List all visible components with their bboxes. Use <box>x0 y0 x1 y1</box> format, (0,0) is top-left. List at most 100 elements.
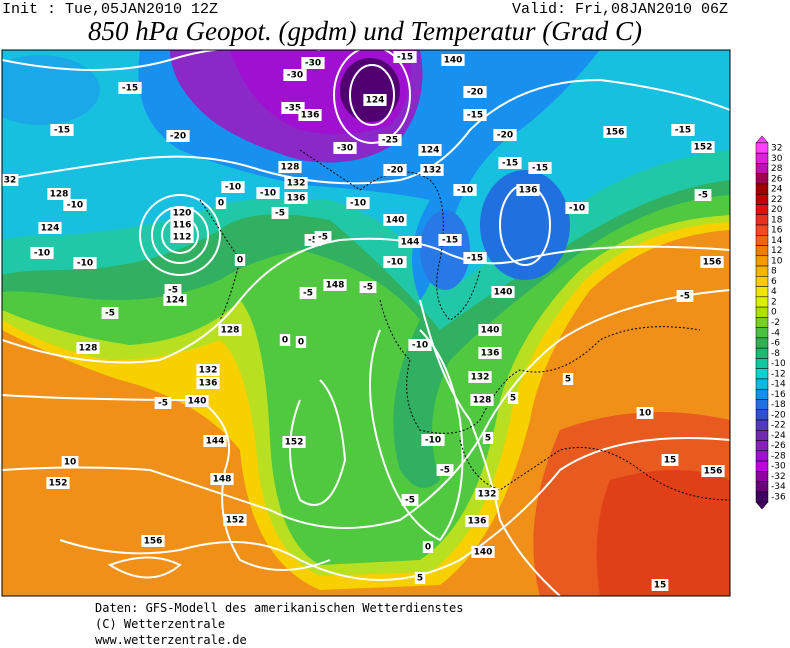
colorbar-arrow <box>755 135 769 144</box>
contour-label: -15 <box>54 126 70 136</box>
contour-label-box <box>38 222 62 234</box>
contour-label: 0 <box>282 336 288 346</box>
contour-label-box <box>210 473 234 485</box>
contour-label: -5 <box>168 286 178 296</box>
contour-label-box <box>170 207 194 219</box>
contour-label: 140 <box>494 288 513 298</box>
colorbar-swatch <box>755 193 769 205</box>
contour-label: -15 <box>397 53 413 63</box>
contour-label: 148 <box>326 281 345 291</box>
colorbar-label: -8 <box>771 349 780 359</box>
contour-label-box <box>420 164 444 176</box>
contour-label: 156 <box>704 467 723 477</box>
colorbar-swatch <box>755 255 769 267</box>
map-frame <box>1 49 731 597</box>
contour-label: 132 <box>478 490 497 500</box>
colorbar-label: 4 <box>771 287 777 297</box>
contour-label: -5 <box>308 236 318 246</box>
contour-label-box <box>436 464 454 476</box>
contour-label-box <box>398 236 422 248</box>
contour-label: -5 <box>698 191 708 201</box>
colorbar-label: -4 <box>771 328 780 338</box>
contour-label: -5 <box>303 289 313 299</box>
contour-label: -5 <box>363 283 373 293</box>
contour-label: -30 <box>287 71 303 81</box>
colorbar-label: 2 <box>771 297 777 307</box>
contour-label-box <box>441 54 465 66</box>
colorbar-label: -2 <box>771 318 780 328</box>
colorbar-label: 0 <box>771 308 777 318</box>
contour-label-box <box>284 192 308 204</box>
contour-label: -10 <box>387 258 403 268</box>
contour-label-box <box>185 395 209 407</box>
contour-label: 152 <box>49 479 68 489</box>
contour-label: -15 <box>502 159 518 169</box>
colorbar-label: 14 <box>771 236 783 246</box>
contour-label: 0 <box>218 199 224 209</box>
contour-label: 140 <box>474 548 493 558</box>
contour-label-box <box>408 339 432 351</box>
contour-label: -20 <box>170 132 186 142</box>
contour-label-box <box>378 134 402 146</box>
contour-label: -10 <box>67 201 83 211</box>
contour-label: 136 <box>287 194 306 204</box>
contour-label-box <box>50 124 74 136</box>
contour-label-box <box>284 177 308 189</box>
contour-label: 5 <box>417 574 423 584</box>
colorbar-swatch <box>755 358 769 369</box>
contour-label-box <box>118 82 142 94</box>
colorbar-swatch <box>755 204 769 215</box>
contour-label-box <box>278 161 302 173</box>
contour-label: 15 <box>664 456 677 466</box>
contour-label: 132 <box>471 373 490 383</box>
colorbar-swatch <box>755 235 769 246</box>
contour-label: -15 <box>675 126 691 136</box>
colorbar-swatch <box>755 163 769 174</box>
colorbar-label: -24 <box>771 431 786 441</box>
contour-label-box <box>101 307 119 319</box>
colorbar-swatch <box>755 317 769 328</box>
contour-label-box <box>493 129 517 141</box>
contour-label-box <box>383 256 407 268</box>
colorbar-label: -10 <box>771 359 786 369</box>
contour-label: -5 <box>318 233 328 243</box>
contour-label: 140 <box>444 56 463 66</box>
footer-line: Daten: GFS-Modell des amerikanischen Wet… <box>95 601 463 615</box>
contour-label-box <box>223 514 247 526</box>
colorbar-swatch <box>755 327 769 339</box>
contour-label: 128 <box>473 396 492 406</box>
contour-label-box <box>507 392 519 404</box>
colorbar-swatch <box>755 276 769 287</box>
contour-label: 136 <box>199 379 218 389</box>
contour-label: -10 <box>457 186 473 196</box>
contour-label: -10 <box>260 189 276 199</box>
valid-time: Valid: Fri,08JAN2010 06Z <box>512 1 728 18</box>
colorbar-swatch <box>755 306 769 318</box>
contour-label: 136 <box>468 517 487 527</box>
contour-label: 132 <box>287 179 306 189</box>
colorbar-label: 24 <box>771 185 783 195</box>
contour-label-box <box>465 515 489 527</box>
contour-label-box <box>73 257 97 269</box>
contour-label: 5 <box>485 434 491 444</box>
contour-label-box <box>196 364 220 376</box>
contour-label-box <box>528 162 552 174</box>
contour-label-box <box>215 197 227 209</box>
contour-label-box <box>154 397 172 409</box>
colorbar-swatch <box>755 450 769 462</box>
contour-label-box <box>468 371 492 383</box>
contour-label-box <box>694 189 712 201</box>
contour-label: -10 <box>350 199 366 209</box>
colorbar-label: -6 <box>771 339 780 349</box>
contour-label-box <box>299 287 317 299</box>
contour-label-box <box>363 94 387 106</box>
contour-label: 156 <box>144 537 163 547</box>
contour-label: -30 <box>305 59 321 69</box>
contour-label-box <box>323 279 347 291</box>
contour-label-box <box>463 86 487 98</box>
contour-label-box <box>256 187 280 199</box>
contour-label-box <box>463 109 487 121</box>
colorbar-swatch <box>755 296 769 308</box>
contour-label-box <box>438 234 462 246</box>
